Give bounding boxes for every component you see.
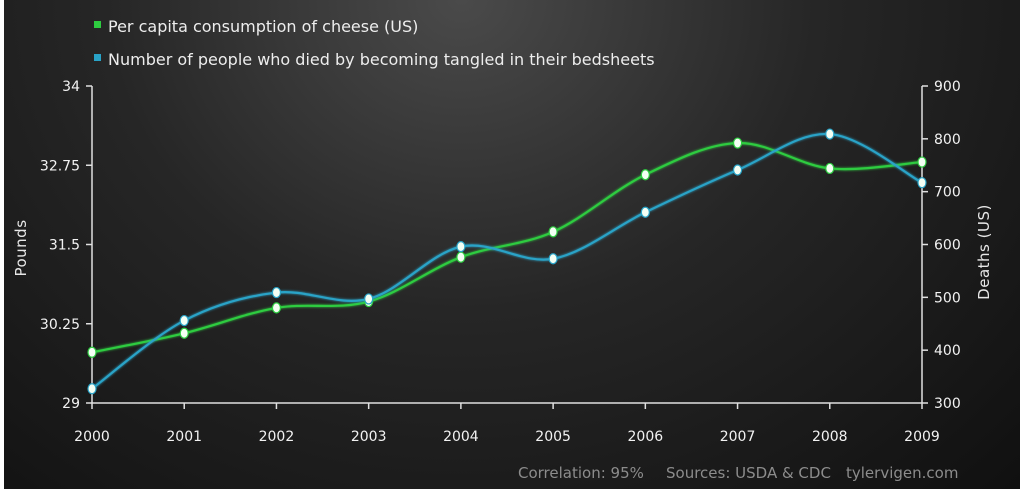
data-point-bedsheets	[825, 128, 835, 140]
x-tick-label: 2003	[351, 429, 387, 445]
chart: Per capita consumption of cheese (US) Nu…	[12, 17, 993, 482]
data-point-bedsheets	[87, 383, 97, 395]
x-tick-label: 2000	[74, 429, 110, 445]
y-left-tick-label: 31.5	[49, 238, 80, 254]
y-left-tick-label: 30.25	[40, 317, 80, 333]
y-right-tick-label: 600	[934, 238, 961, 254]
data-point-bedsheets	[548, 253, 558, 265]
footer-sources: Sources: USDA & CDC	[666, 464, 831, 482]
y-left-axis-title: Pounds	[12, 219, 30, 276]
data-point-cheese	[548, 226, 558, 238]
data-point-cheese	[825, 162, 835, 175]
series-layer	[87, 128, 927, 395]
legend-label-bedsheets: Number of people who died by becoming ta…	[108, 50, 655, 69]
y-right-tick-label: 800	[934, 132, 961, 148]
data-point-cheese	[271, 302, 282, 314]
data-point-bedsheets	[271, 286, 282, 299]
y-right-tick-label: 900	[934, 79, 961, 95]
x-tick-label: 2001	[166, 429, 202, 445]
x-tick-label: 2009	[904, 429, 940, 445]
data-point-cheese	[87, 346, 97, 358]
x-tick-label: 2007	[720, 429, 756, 445]
data-point-bedsheets	[917, 177, 927, 189]
footer: Correlation: 95% Sources: USDA & CDC tyl…	[518, 464, 958, 482]
data-point-cheese	[456, 251, 466, 263]
footer-correlation: Correlation: 95%	[518, 464, 644, 482]
y-right-tick-label: 300	[934, 396, 961, 412]
x-tick-label: 2005	[535, 429, 571, 445]
y-right-axis-title: Deaths (US)	[975, 204, 993, 300]
y-right-tick-label: 700	[934, 185, 961, 201]
y-right-tick-label: 500	[934, 290, 961, 306]
data-point-bedsheets	[179, 314, 189, 327]
data-point-cheese	[179, 327, 189, 339]
y-left-tick-label: 29	[62, 396, 80, 412]
y-left-tick-label: 32.75	[40, 158, 80, 174]
y-left-ticks: 29 30.25 31.5 32.75 34	[40, 79, 92, 412]
data-point-bedsheets	[456, 241, 466, 253]
y-right-ticks: 300 400 500 600 700 800 900	[922, 79, 961, 412]
data-point-bedsheets	[732, 164, 743, 176]
data-point-bedsheets	[640, 206, 650, 218]
x-tick-label: 2006	[628, 429, 664, 445]
legend: Per capita consumption of cheese (US) Nu…	[94, 17, 655, 69]
x-tick-label: 2004	[443, 429, 479, 445]
data-point-bedsheets	[364, 293, 374, 305]
y-left-tick-label: 34	[62, 79, 80, 95]
x-tick-label: 2002	[259, 429, 295, 445]
footer-site: tylervigen.com	[846, 464, 958, 482]
series-line-cheese	[91, 141, 923, 354]
x-tick-label: 2008	[812, 429, 848, 445]
legend-swatch-bedsheets	[94, 54, 101, 61]
legend-swatch-cheese	[94, 21, 101, 28]
series-line-bedsheets	[91, 132, 923, 390]
data-point-cheese	[917, 156, 927, 168]
legend-label-cheese: Per capita consumption of cheese (US)	[108, 17, 418, 36]
y-right-tick-label: 400	[934, 343, 961, 359]
x-ticks: 2000 2001 2002 2003 2004 2005 2006 2007 2008 2009	[74, 403, 940, 445]
chart-container: Per capita consumption of cheese (US) Nu…	[4, 0, 1020, 489]
data-point-cheese	[732, 137, 743, 149]
data-point-cheese	[640, 169, 650, 181]
